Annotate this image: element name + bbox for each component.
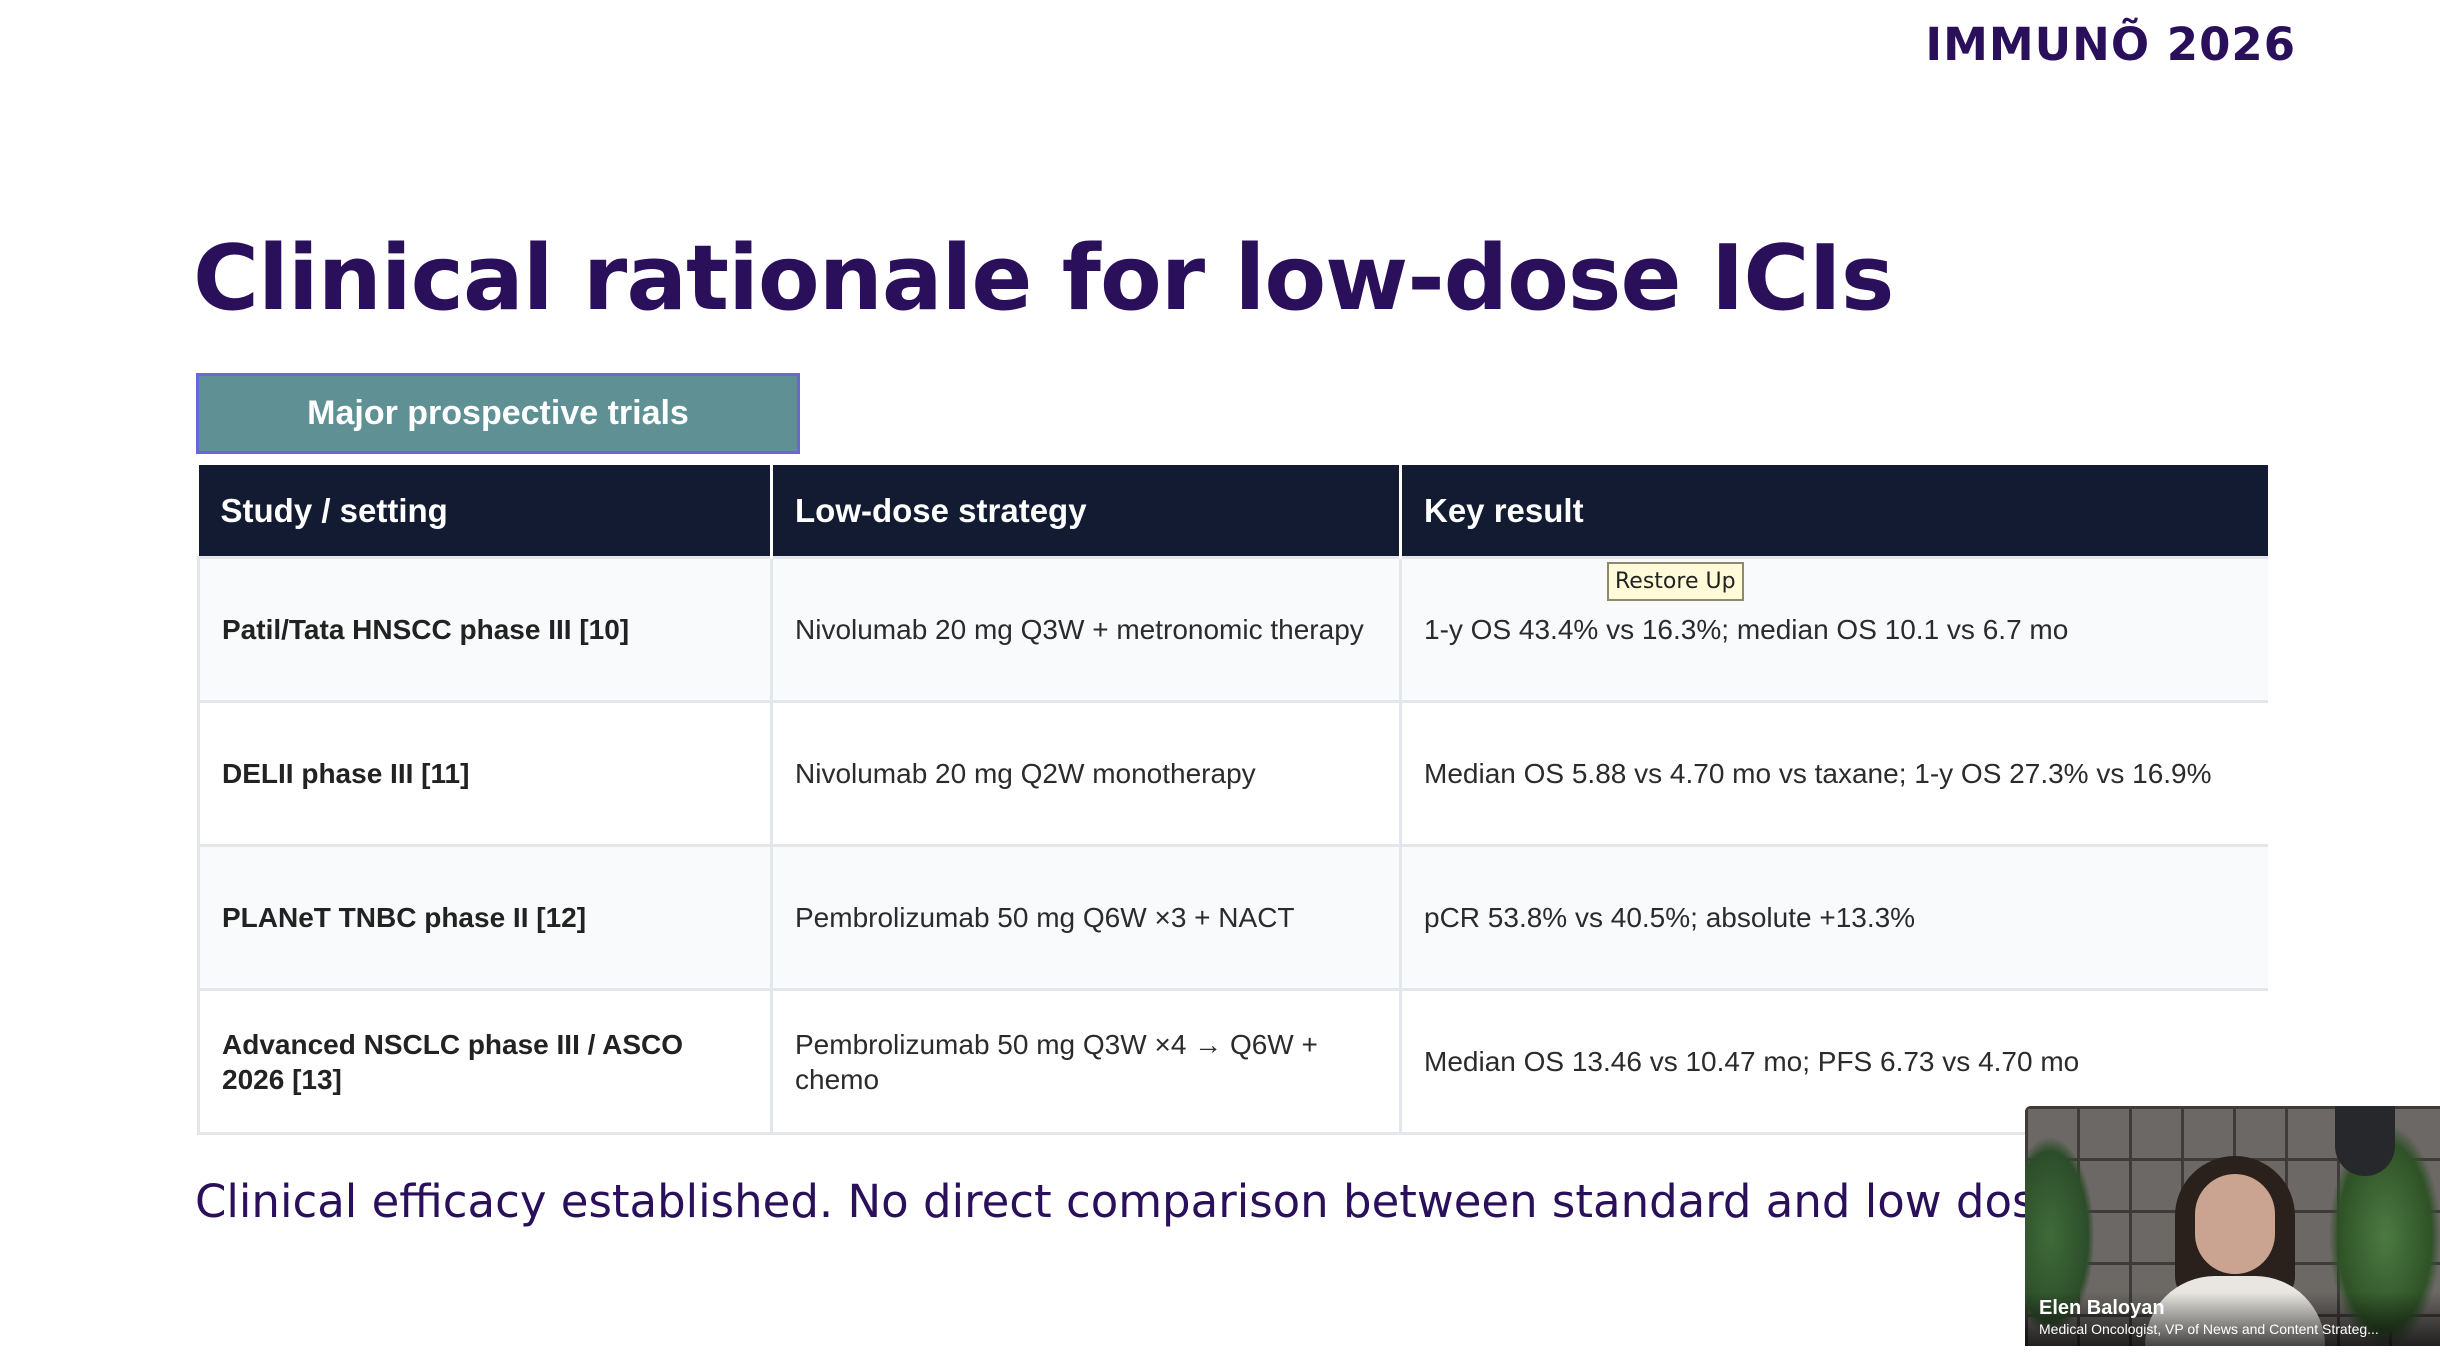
restore-up-tooltip: Restore Up <box>1607 562 1744 601</box>
result-cell: pCR 53.8% vs 40.5%; absolute +13.3% <box>1399 844 2268 990</box>
result-cell: Median OS 13.46 vs 10.47 mo; PFS 6.73 vs… <box>1399 988 2268 1135</box>
table-header-row: Study / setting Low-dose strategy Key re… <box>198 465 2268 558</box>
study-cell: Advanced NSCLC phase III / ASCO 2026 [13… <box>197 988 772 1135</box>
column-header-result: Key result <box>1399 465 2268 558</box>
study-cell: Patil/Tata HNSCC phase III [10] <box>197 556 772 702</box>
strategy-cell: Pembrolizumab 50 mg Q3W ×4 → Q6W + chemo <box>770 988 1401 1135</box>
lamp <box>2335 1106 2395 1176</box>
speaker-role: Medical Oncologist, VP of News and Conte… <box>2039 1321 2379 1337</box>
table-row: Patil/Tata HNSCC phase III [10] Nivoluma… <box>197 556 2268 702</box>
result-cell: 1-y OS 43.4% vs 16.3%; median OS 10.1 vs… <box>1399 556 2268 702</box>
column-header-study: Study / setting <box>198 465 772 558</box>
slide-title: Clinical rationale for low-dose ICIs <box>193 226 1894 331</box>
table-row: PLANeT TNBC phase II [12] Pembrolizumab … <box>197 844 2268 990</box>
speaker-caption: Elen Baloyan Medical Oncologist, VP of N… <box>2025 1292 2440 1346</box>
speaker-video[interactable]: Elen Baloyan Medical Oncologist, VP of N… <box>2025 1106 2440 1346</box>
footer-note: Clinical efficacy established. No direct… <box>195 1175 2123 1228</box>
column-header-strategy: Low-dose strategy <box>770 465 1401 558</box>
table-row: Advanced NSCLC phase III / ASCO 2026 [13… <box>197 988 2268 1135</box>
table-row: DELII phase III [11] Nivolumab 20 mg Q2W… <box>197 700 2268 846</box>
speaker-face <box>2195 1174 2275 1274</box>
result-cell: Median OS 5.88 vs 4.70 mo vs taxane; 1-y… <box>1399 700 2268 846</box>
speaker-name: Elen Baloyan <box>2039 1297 2165 1319</box>
study-cell: DELII phase III [11] <box>197 700 772 846</box>
trials-table: Study / setting Low-dose strategy Key re… <box>197 465 2268 1135</box>
strategy-cell: Pembrolizumab 50 mg Q6W ×3 + NACT <box>770 844 1401 990</box>
brand-logo: IMMUNÕ 2026 <box>1925 18 2296 71</box>
section-label: Major prospective trials <box>196 373 800 454</box>
strategy-cell: Nivolumab 20 mg Q2W monotherapy <box>770 700 1401 846</box>
study-cell: PLANeT TNBC phase II [12] <box>197 844 772 990</box>
strategy-cell: Nivolumab 20 mg Q3W + metronomic therapy <box>770 556 1401 702</box>
